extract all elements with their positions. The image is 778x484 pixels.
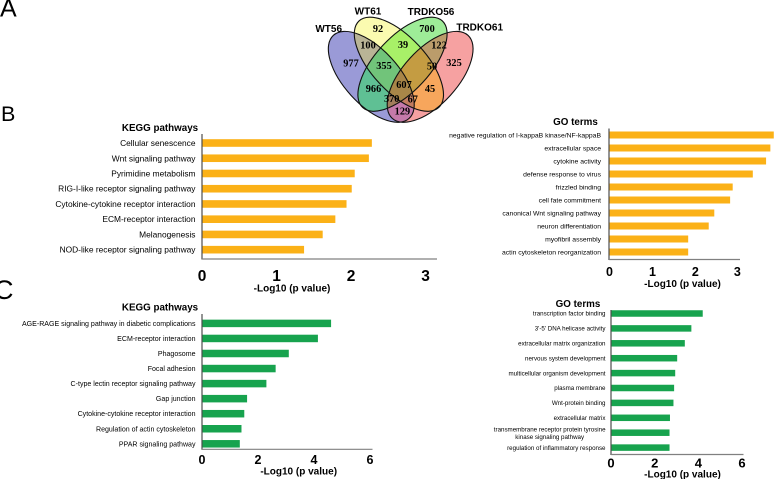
svg-text:NOD-like receptor signaling pa: NOD-like receptor signaling pathway [60,245,197,255]
svg-text:Melanogenesis: Melanogenesis [139,229,195,239]
svg-text:39: 39 [398,40,408,51]
svg-text:PPAR signaling pathway: PPAR signaling pathway [119,441,196,448]
svg-text:1: 1 [649,265,656,279]
svg-text:92: 92 [373,24,383,35]
svg-text:3'-5' DNA helicase activity: 3'-5' DNA helicase activity [535,326,607,333]
svg-text:extracellular space: extracellular space [544,145,601,152]
svg-text:WT56: WT56 [315,24,342,35]
svg-text:kinase signaling pathway: kinase signaling pathway [515,434,585,441]
svg-text:2: 2 [692,265,699,279]
svg-text:transcription factor binding: transcription factor binding [533,311,606,318]
svg-text:myofibril assembly: myofibril assembly [545,236,602,243]
svg-text:3: 3 [421,268,430,285]
svg-text:C: C [0,275,14,305]
svg-text:122: 122 [431,40,446,51]
svg-text:cell fate commitment: cell fate commitment [539,197,601,204]
svg-text:325: 325 [446,58,461,69]
svg-text:1: 1 [272,268,281,285]
svg-text:0: 0 [198,268,207,285]
svg-text:actin cytoskeleton reorganizat: actin cytoskeleton reorganization [502,249,601,256]
svg-text:Wnt-protein binding: Wnt-protein binding [552,400,606,407]
svg-text:negative regulation of I-kappa: negative regulation of I-kappaB kinase/N… [449,132,601,139]
svg-text:KEGG pathways: KEGG pathways [122,123,199,134]
svg-text:Focal adhesion: Focal adhesion [148,366,196,373]
svg-text:966: 966 [366,84,381,95]
svg-text:extracellular matrix organizat: extracellular matrix organization [518,341,606,348]
svg-text:frizzled binding: frizzled binding [556,184,602,191]
svg-text:50: 50 [427,61,437,72]
svg-text:Wnt signaling pathway: Wnt signaling pathway [112,153,197,163]
svg-text:100: 100 [360,40,375,51]
svg-text:AGE-RAGE signaling pathway in: AGE-RAGE signaling pathway in diabetic c… [22,321,196,328]
svg-text:370: 370 [384,94,399,105]
svg-text:Cytokine-cytokine receptor int: Cytokine-cytokine receptor interaction [55,199,195,209]
svg-text:GO terms: GO terms [556,299,601,310]
svg-text:WT61: WT61 [355,7,382,18]
svg-text:defense response to virus: defense response to virus [523,171,601,178]
svg-text:6: 6 [367,453,374,467]
svg-text:KEGG pathways: KEGG pathways [122,303,199,314]
svg-text:355: 355 [376,61,391,72]
svg-text:-Log10 (p value): -Log10 (p value) [254,284,331,295]
svg-text:45: 45 [425,84,435,95]
svg-text:cytokine activity: cytokine activity [553,158,601,165]
svg-text:neuron differentiation: neuron differentiation [537,223,601,230]
svg-text:-Log10 (p value): -Log10 (p value) [644,279,721,290]
svg-text:Gap junction: Gap junction [156,396,196,403]
svg-text:4: 4 [311,453,318,467]
svg-text:-Log10 (p value): -Log10 (p value) [644,470,721,480]
svg-text:2: 2 [651,455,658,470]
svg-text:607: 607 [396,80,411,91]
svg-text:6: 6 [738,455,745,470]
svg-text:TRDKO56: TRDKO56 [408,7,455,18]
svg-text:transmembrane receptor protein: transmembrane receptor protein tyrosine [494,427,606,434]
svg-text:C-type lectin receptor signali: C-type lectin receptor signaling pathway [71,381,196,388]
svg-text:ECM-receptor interaction: ECM-receptor interaction [102,214,195,224]
svg-text:4: 4 [695,455,703,470]
svg-text:ECM-receptor interaction: ECM-receptor interaction [117,336,195,343]
svg-text:977: 977 [343,58,358,69]
svg-text:Cellular senescence: Cellular senescence [120,138,196,148]
svg-text:129: 129 [395,106,410,117]
svg-text:Cytokine-cytokine receptor int: Cytokine-cytokine receptor interaction [78,411,196,418]
svg-text:-Log10 (p value): -Log10 (p value) [260,467,337,478]
svg-text:B: B [1,102,15,126]
svg-text:multicellular organism develop: multicellular organism development [509,370,606,377]
svg-text:Regulation of actin cytoskelet: Regulation of actin cytoskeleton [96,426,196,433]
svg-text:700: 700 [419,24,434,35]
svg-text:67: 67 [408,94,418,105]
svg-text:canonical Wnt signaling pathwa: canonical Wnt signaling pathway [502,210,601,217]
svg-text:0: 0 [607,455,614,470]
svg-text:A: A [0,0,17,23]
svg-text:plasma membrane: plasma membrane [554,385,606,392]
svg-text:RIG-I-like receptor signaling: RIG-I-like receptor signaling pathway [58,184,196,194]
svg-text:2: 2 [347,268,356,285]
svg-text:2: 2 [255,453,262,467]
svg-text:regulation of inflammatory res: regulation of inflammatory response [507,445,606,452]
svg-text:3: 3 [734,265,741,279]
svg-text:GO terms: GO terms [553,117,598,128]
svg-text:extracellular matrix: extracellular matrix [554,415,607,422]
svg-text:Phagosome: Phagosome [158,351,196,358]
svg-text:Pyrimidine metabolism: Pyrimidine metabolism [111,169,195,179]
svg-text:0: 0 [606,265,613,279]
svg-text:nervous system development: nervous system development [525,355,606,362]
svg-text:TRDKO61: TRDKO61 [456,22,503,33]
svg-text:0: 0 [199,453,206,467]
